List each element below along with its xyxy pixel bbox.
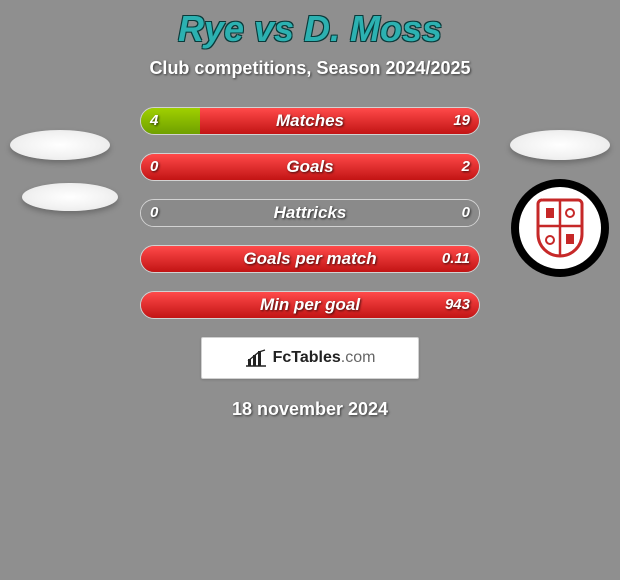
value-left: 0 — [150, 153, 158, 181]
value-right: 0 — [462, 199, 470, 227]
brand-text: FcTables.com — [273, 349, 376, 367]
value-right: 2 — [462, 153, 470, 181]
stat-row-goals: 0 Goals 2 — [140, 153, 480, 181]
stat-row-matches: 4 Matches 19 — [140, 107, 480, 135]
date-text: 18 november 2024 — [0, 399, 620, 420]
bar-right — [141, 154, 479, 180]
bar-right — [141, 246, 479, 272]
comparison-chart: 4 Matches 19 0 Goals 2 0 Hattricks 0 — [0, 107, 620, 319]
stat-row-gpm: Goals per match 0.11 — [140, 245, 480, 273]
page-title: Rye vs D. Moss — [0, 8, 620, 50]
bar-right — [141, 292, 479, 318]
brand-domain: .com — [341, 349, 376, 366]
value-left: 4 — [150, 107, 158, 135]
stat-row-mpg: Min per goal 943 — [140, 291, 480, 319]
bar-right — [200, 108, 479, 134]
value-right: 19 — [453, 107, 470, 135]
stat-row-hattricks: 0 Hattricks 0 — [140, 199, 480, 227]
bar-chart-icon — [245, 349, 267, 367]
value-left: 0 — [150, 199, 158, 227]
brand-name: FcTables — [273, 349, 341, 366]
value-right: 0.11 — [442, 245, 470, 273]
value-right: 943 — [445, 291, 470, 319]
page-subtitle: Club competitions, Season 2024/2025 — [0, 58, 620, 79]
bar-empty — [141, 200, 479, 226]
brand-box[interactable]: FcTables.com — [201, 337, 419, 379]
